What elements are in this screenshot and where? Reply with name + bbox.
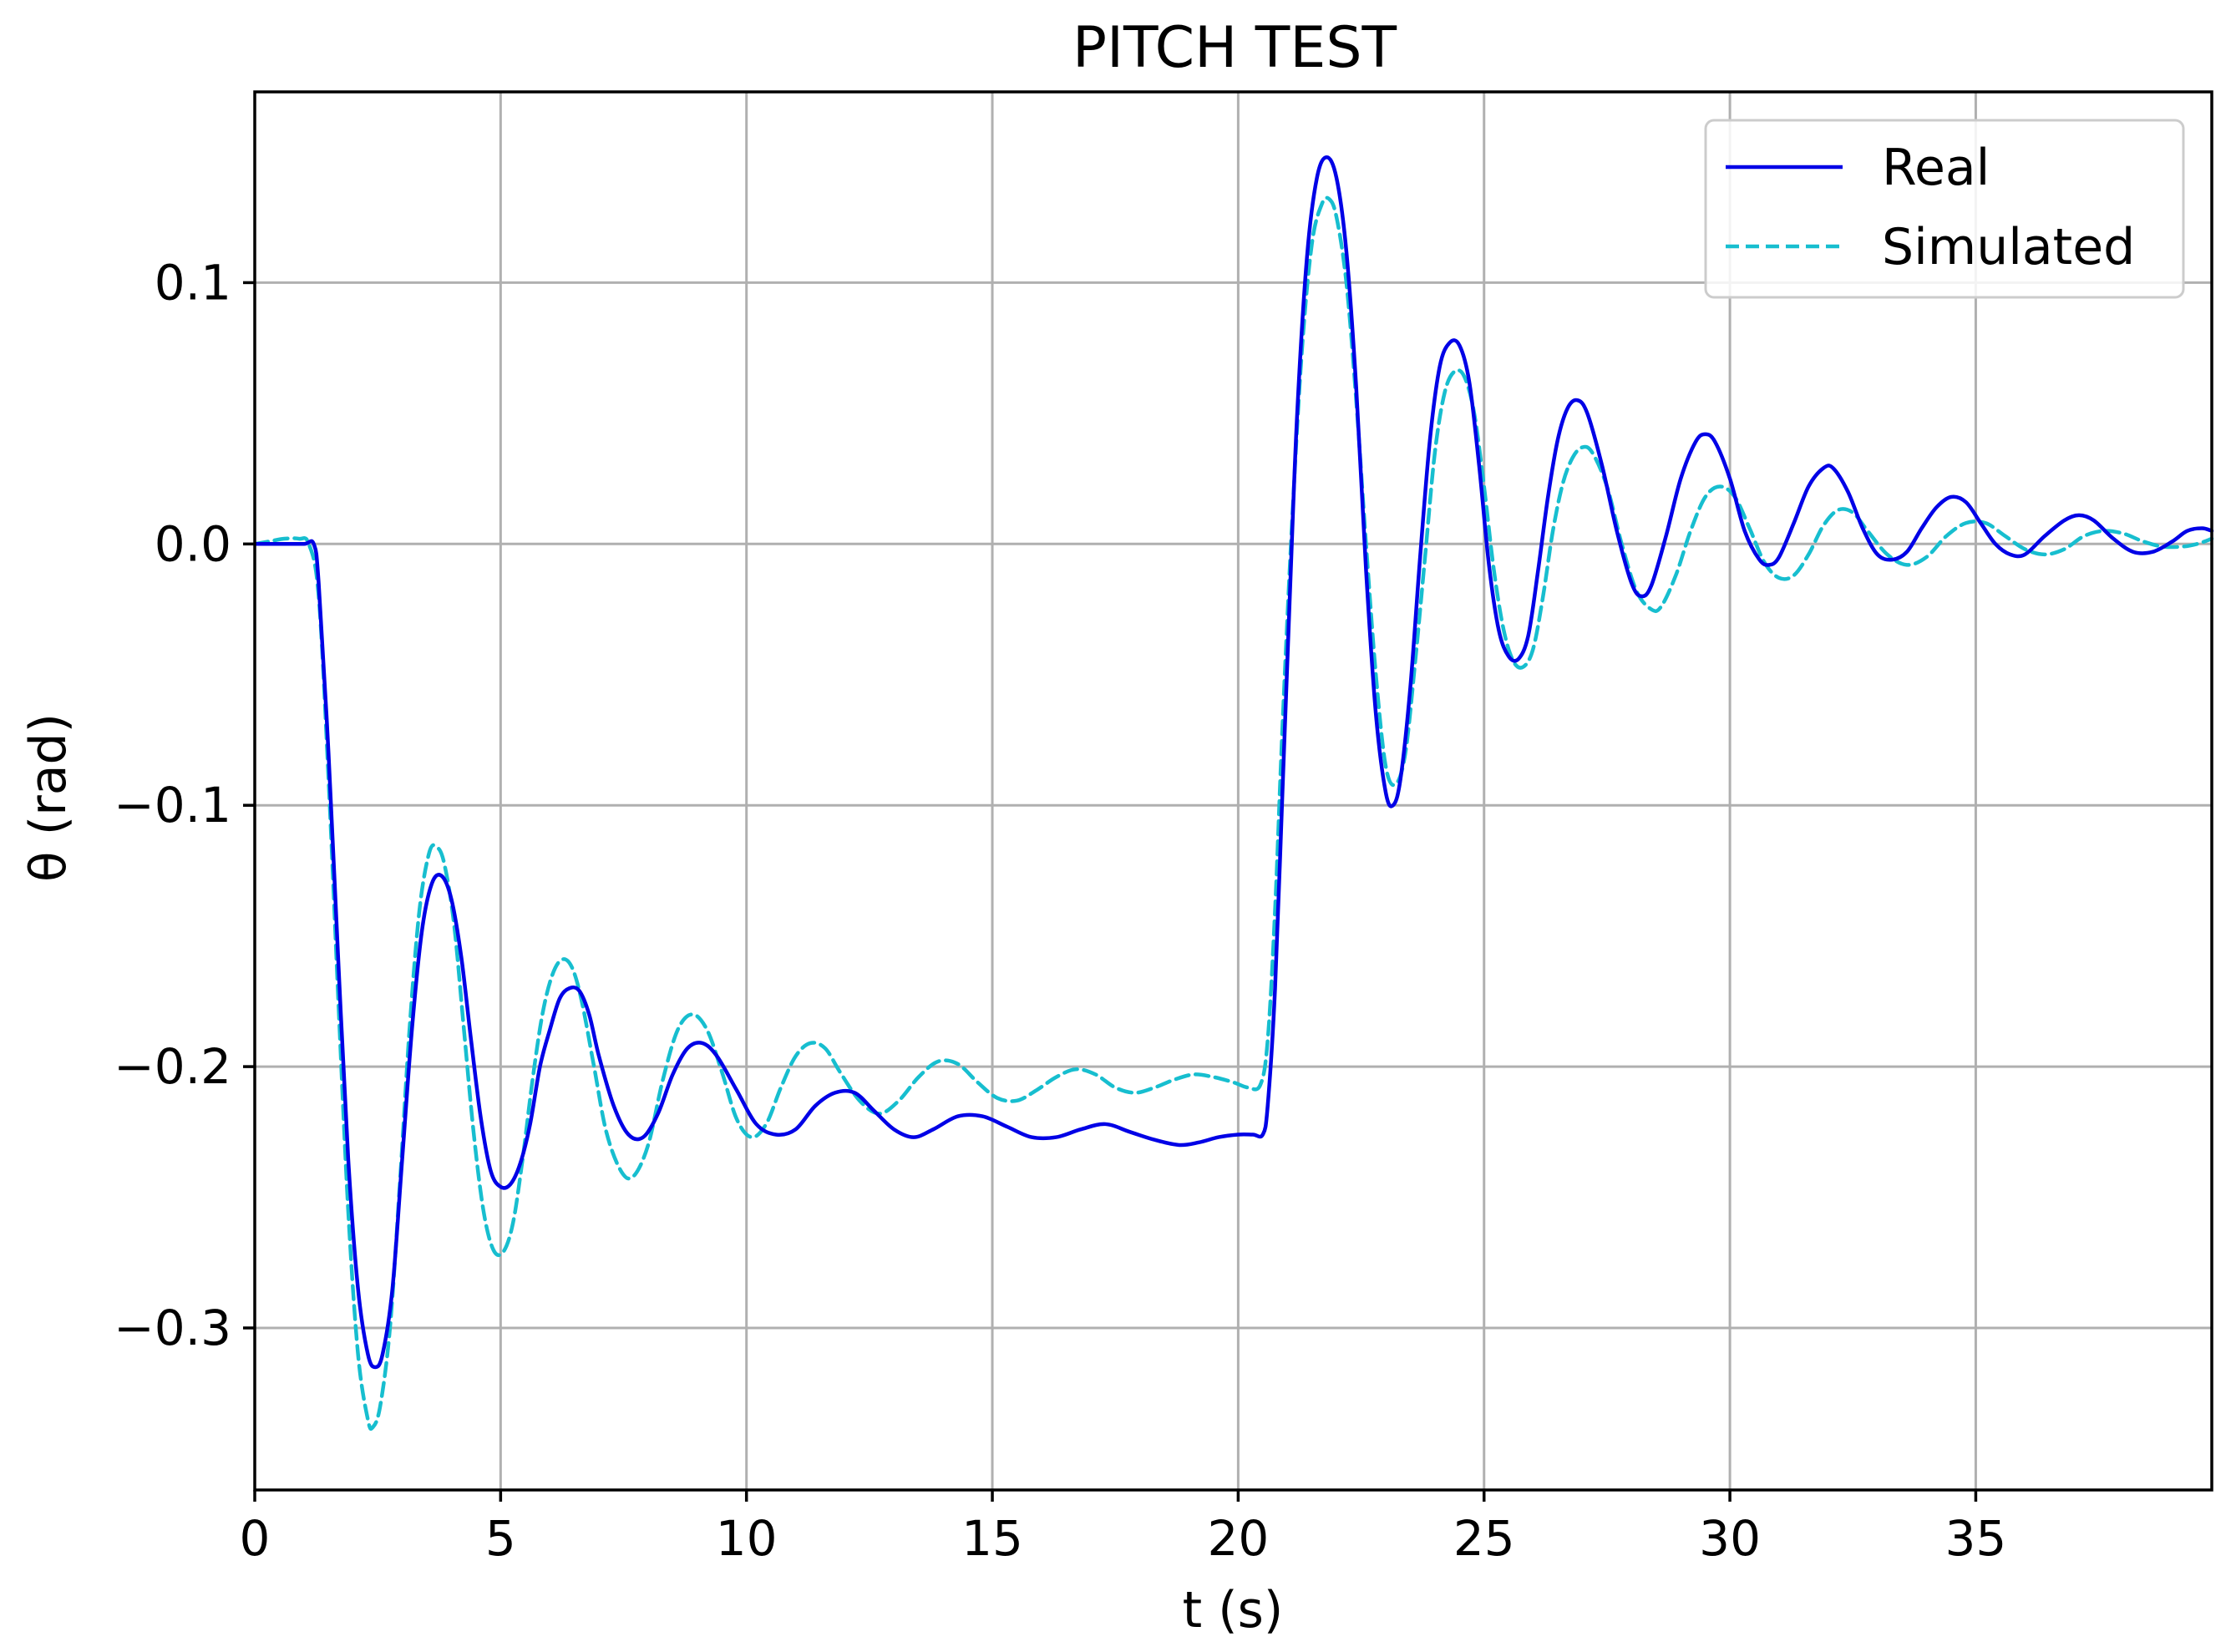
- legend-box: [1704, 119, 2185, 299]
- x-axis-label: t (s): [1183, 1581, 1284, 1639]
- x-tick-label: 25: [1453, 1510, 1515, 1567]
- legend-label-real: Real: [1882, 139, 1990, 197]
- x-tick-label: 10: [716, 1510, 778, 1567]
- x-tick-label: 20: [1207, 1510, 1269, 1567]
- x-tick-label: 0: [240, 1510, 271, 1567]
- y-tick-label: −0.3: [114, 1300, 231, 1356]
- y-tick-label: 0.1: [155, 254, 231, 311]
- y-tick-label: −0.1: [114, 777, 231, 834]
- y-axis-label: θ (rad): [19, 713, 78, 882]
- plot-frame: [253, 90, 2213, 1492]
- x-tick-label: 30: [1699, 1510, 1761, 1567]
- x-tick-label: 5: [485, 1510, 516, 1567]
- x-tick-label: 15: [961, 1510, 1023, 1567]
- legend: Real Simulated: [1704, 119, 2185, 299]
- series-layer: [252, 155, 2214, 1432]
- y-tick-label: −0.2: [114, 1038, 231, 1095]
- axis-ticks: 0 5 10 15 20 25 30 35 −0.3 −0.2 −0.1 0.0 0.1: [114, 254, 2006, 1567]
- series-line-real: [252, 155, 2214, 1370]
- y-tick-label: 0.0: [155, 515, 231, 572]
- grid-lines: [253, 92, 2212, 1490]
- x-tick-label: 35: [1945, 1510, 2007, 1567]
- chart-title: PITCH TEST: [1072, 15, 1397, 81]
- legend-label-simulated: Simulated: [1882, 218, 2135, 276]
- series-line-simulated: [252, 195, 2214, 1432]
